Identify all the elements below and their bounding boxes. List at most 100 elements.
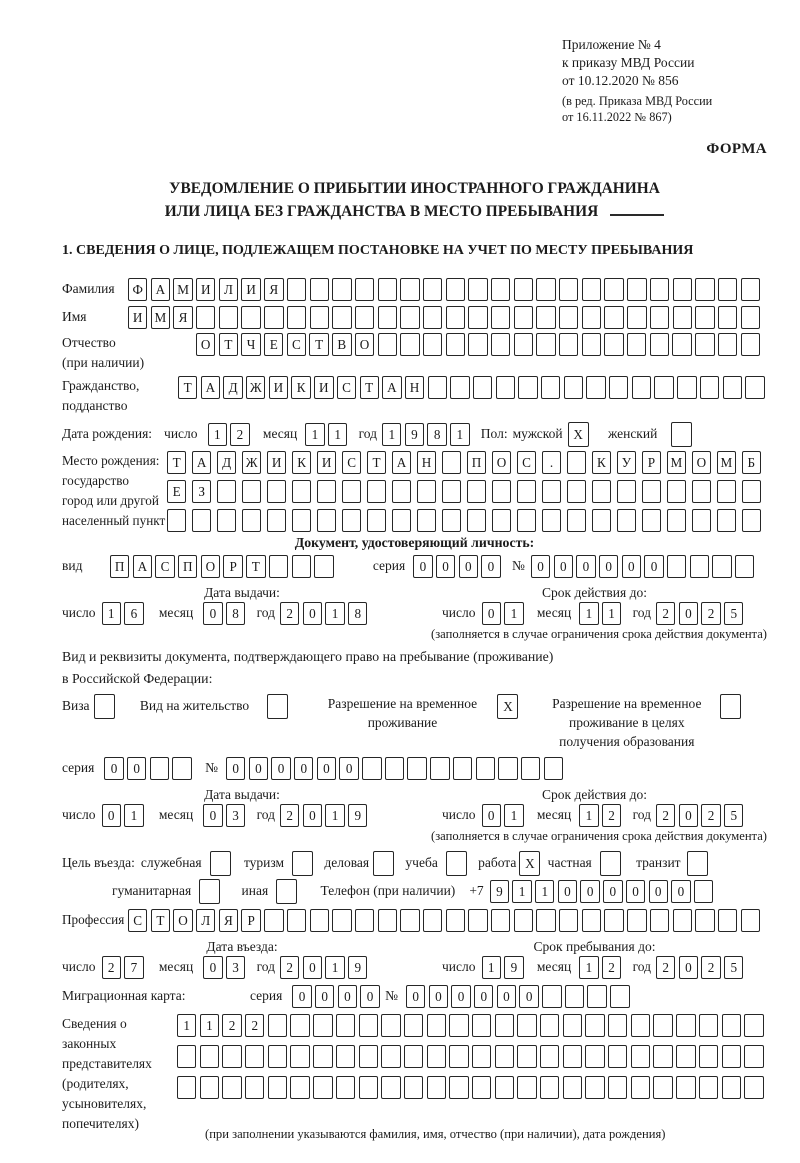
char-box[interactable] (740, 908, 760, 932)
purpose-tourism-checkbox[interactable] (292, 850, 316, 876)
residence-permit-checkbox[interactable] (267, 693, 291, 719)
char-box[interactable]: 1 (382, 422, 402, 446)
char-box[interactable]: . (541, 450, 562, 474)
char-box[interactable] (441, 450, 462, 474)
char-box[interactable]: 1 (101, 601, 121, 625)
char-box[interactable]: Я (264, 277, 284, 301)
char-box[interactable] (744, 1044, 764, 1068)
char-box[interactable]: Т (366, 450, 387, 474)
char-box[interactable] (218, 305, 239, 329)
char-box[interactable]: 0 (225, 756, 246, 780)
purpose-humanitarian-checkbox[interactable] (199, 878, 223, 904)
char-box[interactable]: 2 (245, 1013, 265, 1037)
char-box[interactable] (559, 305, 579, 329)
char-box[interactable] (241, 305, 261, 329)
char-box[interactable] (291, 479, 312, 503)
char-box[interactable] (745, 375, 765, 399)
char-box[interactable] (585, 1044, 605, 1068)
char-box[interactable] (649, 908, 670, 932)
char-box[interactable] (471, 1044, 492, 1068)
char-box[interactable]: 2 (230, 422, 250, 446)
char-box[interactable] (516, 479, 537, 503)
char-box[interactable]: 0 (203, 803, 223, 827)
char-box[interactable] (666, 479, 687, 503)
char-box[interactable] (449, 1013, 469, 1037)
char-box[interactable] (241, 479, 262, 503)
char-box[interactable] (716, 508, 737, 532)
char-box[interactable]: О (491, 450, 512, 474)
char-box[interactable]: 2 (601, 955, 622, 979)
char-box[interactable]: З (191, 479, 212, 503)
char-box[interactable] (559, 332, 579, 356)
char-box[interactable]: 0 (598, 554, 619, 578)
char-box[interactable] (381, 1013, 401, 1037)
char-box[interactable]: 0 (496, 984, 517, 1008)
char-box[interactable] (536, 332, 556, 356)
char-box[interactable]: 0 (671, 879, 691, 903)
char-box[interactable] (335, 1075, 356, 1099)
char-box[interactable]: Л (218, 277, 239, 301)
char-box[interactable] (403, 1044, 424, 1068)
char-box[interactable]: 0 (678, 601, 699, 625)
char-box[interactable] (689, 554, 710, 578)
char-box[interactable] (672, 332, 692, 356)
char-box[interactable] (466, 479, 487, 503)
char-box[interactable] (564, 984, 585, 1008)
char-box[interactable] (691, 479, 712, 503)
char-box[interactable]: Ж (241, 450, 262, 474)
char-box[interactable] (695, 908, 715, 932)
char-box[interactable]: О (173, 908, 193, 932)
char-box[interactable]: 3 (225, 803, 246, 827)
char-box[interactable]: 0 (576, 554, 596, 578)
char-box[interactable]: А (382, 375, 402, 399)
char-box[interactable] (721, 1075, 741, 1099)
male-checkbox[interactable]: X (567, 421, 592, 447)
char-box[interactable] (291, 554, 311, 578)
char-box[interactable] (445, 277, 466, 301)
purpose-study-checkbox[interactable] (445, 850, 470, 876)
char-box[interactable] (631, 375, 652, 399)
char-box[interactable] (422, 332, 443, 356)
char-box[interactable]: 7 (124, 955, 144, 979)
char-box[interactable] (543, 756, 563, 780)
char-box[interactable]: Т (309, 332, 329, 356)
char-box[interactable] (332, 277, 352, 301)
char-box[interactable] (608, 1075, 628, 1099)
char-box[interactable] (400, 908, 420, 932)
char-box[interactable]: Ж (246, 375, 266, 399)
char-box[interactable] (604, 908, 624, 932)
char-box[interactable] (216, 508, 237, 532)
char-box[interactable] (740, 332, 760, 356)
char-box[interactable] (430, 756, 450, 780)
char-box[interactable] (449, 1075, 469, 1099)
char-box[interactable] (354, 305, 375, 329)
char-box[interactable] (471, 1013, 492, 1037)
char-box[interactable] (149, 756, 170, 780)
char-box[interactable] (313, 1013, 333, 1037)
char-box[interactable] (541, 508, 562, 532)
char-box[interactable] (536, 908, 556, 932)
char-box[interactable] (540, 1075, 560, 1099)
char-box[interactable] (591, 479, 612, 503)
char-box[interactable] (721, 1013, 741, 1037)
char-box[interactable] (426, 1013, 446, 1037)
char-box[interactable] (309, 908, 329, 932)
char-box[interactable]: К (291, 450, 312, 474)
char-box[interactable] (362, 756, 382, 780)
char-box[interactable] (672, 908, 692, 932)
char-box[interactable]: 0 (648, 879, 668, 903)
char-box[interactable]: 2 (280, 803, 300, 827)
char-box[interactable] (677, 375, 697, 399)
char-box[interactable] (740, 305, 760, 329)
char-box[interactable] (630, 1075, 651, 1099)
visa-checkbox[interactable] (93, 693, 118, 719)
char-box[interactable] (468, 908, 488, 932)
char-box[interactable]: 1 (305, 422, 325, 446)
